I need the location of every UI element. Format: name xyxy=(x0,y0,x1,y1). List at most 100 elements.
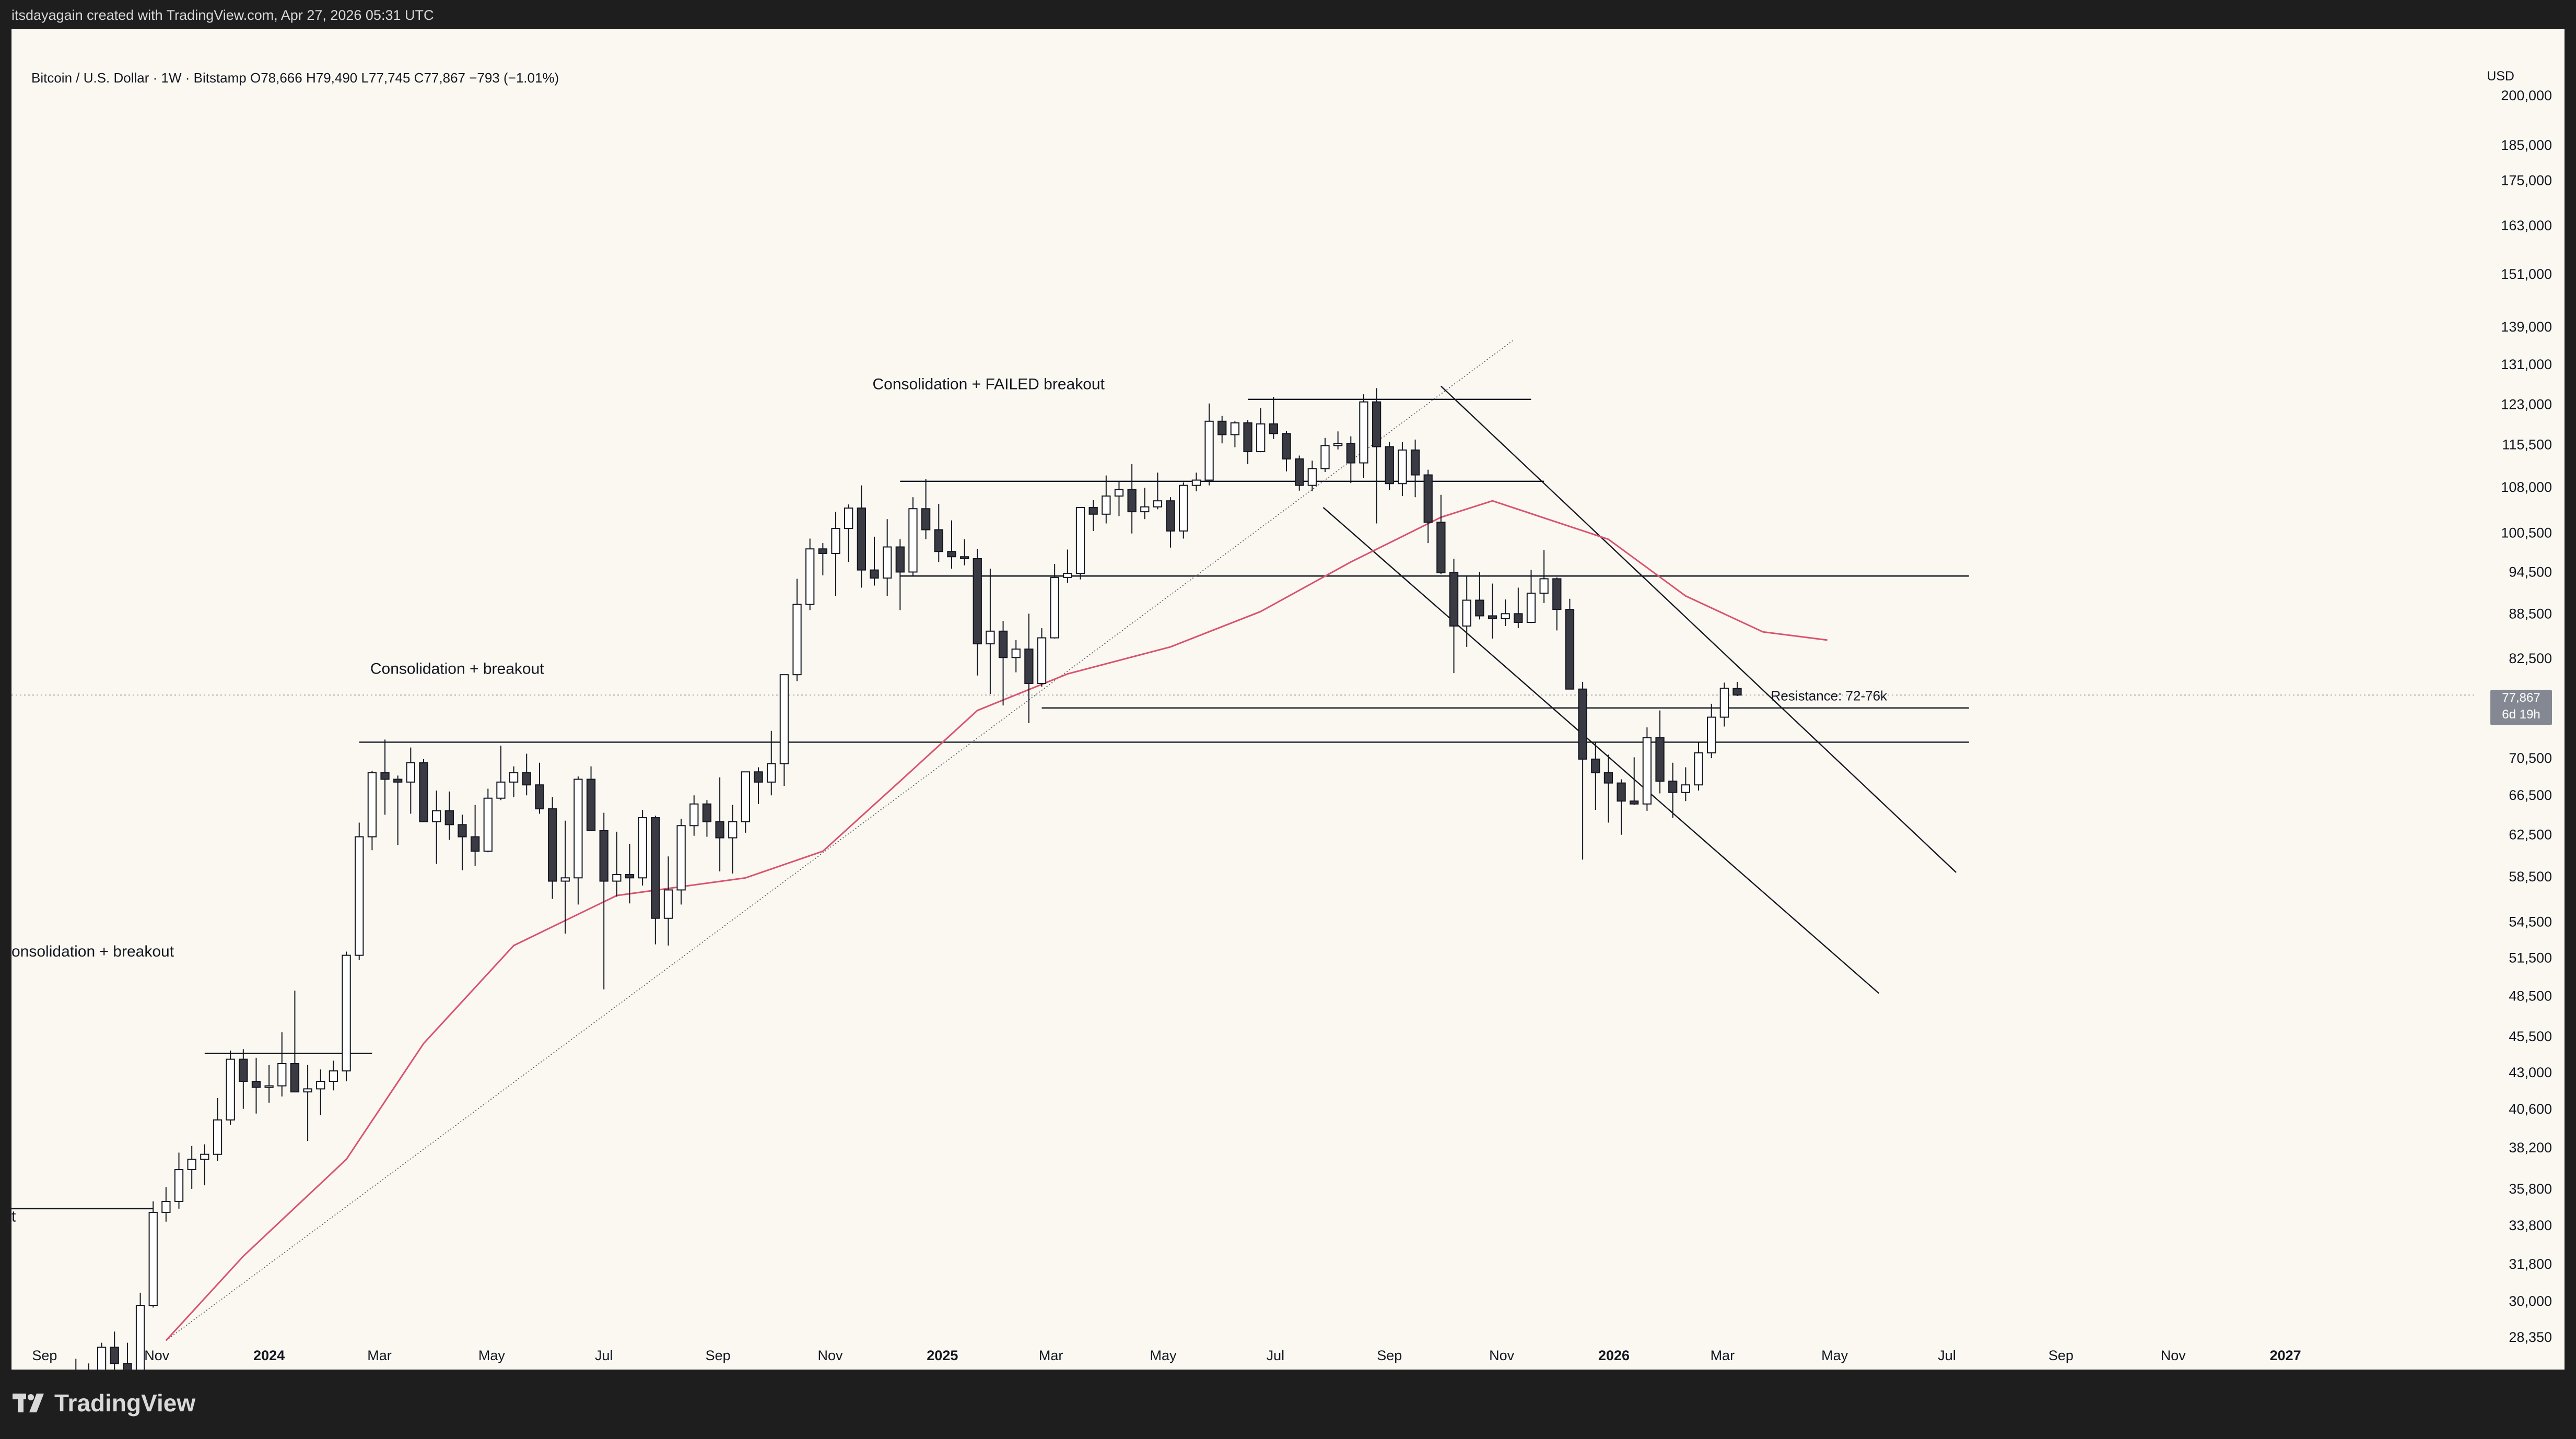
candle-body xyxy=(689,803,699,827)
symbol-info: Bitcoin / U.S. Dollar · 1W · Bitstamp O7… xyxy=(31,70,559,86)
candle xyxy=(973,549,982,676)
candle xyxy=(895,539,905,610)
candle xyxy=(1410,439,1420,498)
x-tick-label: Sep xyxy=(32,1348,57,1363)
y-tick-label: 100,500 xyxy=(2501,525,2552,541)
candle xyxy=(1179,482,1188,539)
candle-body xyxy=(947,551,956,558)
candle-body xyxy=(1552,578,1562,610)
candle xyxy=(419,759,428,822)
x-tick-label: 2024 xyxy=(253,1348,285,1363)
candle-body xyxy=(213,1119,223,1155)
candle-body xyxy=(1230,422,1240,435)
candle-body xyxy=(342,954,351,1072)
candle xyxy=(1488,583,1497,639)
candle xyxy=(560,820,570,934)
candle-body xyxy=(1488,615,1497,620)
candle xyxy=(663,856,673,946)
channel-lower-line xyxy=(1322,507,1880,994)
candle xyxy=(651,816,660,945)
candle xyxy=(1230,421,1240,447)
last-price-label: 77,867 6d 19h xyxy=(2490,690,2552,725)
candle xyxy=(303,1065,312,1141)
candle xyxy=(432,791,441,864)
candle xyxy=(342,951,351,1081)
candle xyxy=(1514,587,1523,629)
candle-body xyxy=(908,508,918,573)
candle-body xyxy=(1668,781,1678,793)
candle-body xyxy=(1114,489,1124,497)
candle-body xyxy=(1707,716,1716,753)
candle-body xyxy=(264,1085,274,1088)
candle xyxy=(444,791,454,840)
candle-body xyxy=(1719,688,1729,718)
candle xyxy=(1127,464,1137,534)
candle xyxy=(1475,572,1484,620)
candle-body xyxy=(1436,522,1446,573)
candle-body xyxy=(831,528,840,554)
candle xyxy=(870,536,879,586)
moving-average-line xyxy=(165,500,1828,1341)
candle-body xyxy=(1732,688,1742,696)
candle xyxy=(1282,431,1291,471)
x-tick-label: 2026 xyxy=(1598,1348,1630,1363)
candle xyxy=(1191,473,1201,491)
x-tick-label: Jul xyxy=(1267,1348,1285,1363)
candle-body xyxy=(921,508,931,530)
candle xyxy=(355,822,364,961)
candle-body xyxy=(573,779,583,879)
candle xyxy=(1307,461,1317,491)
candle-body xyxy=(973,558,982,645)
candle-body xyxy=(303,1088,312,1093)
candle xyxy=(1217,416,1227,444)
currency-badge[interactable]: USD xyxy=(2487,69,2514,84)
candle xyxy=(1346,436,1355,483)
x-tick-label: Sep xyxy=(706,1348,731,1363)
candle-body xyxy=(1217,420,1227,435)
candle xyxy=(831,512,840,596)
tradingview-brand[interactable]: TradingView xyxy=(13,1389,195,1417)
candle xyxy=(689,795,699,836)
candle-body xyxy=(1088,506,1098,515)
candle xyxy=(174,1152,184,1209)
candle-body xyxy=(1359,401,1368,464)
candle-body xyxy=(1295,458,1304,486)
candle-body xyxy=(522,772,531,786)
candle-body xyxy=(1037,637,1047,684)
candle xyxy=(200,1144,209,1186)
candle-body xyxy=(1282,433,1291,459)
y-tick-label: 94,500 xyxy=(2509,564,2552,580)
candle-body xyxy=(792,604,802,676)
candle xyxy=(316,1069,325,1115)
candle xyxy=(1591,742,1600,810)
candle-body xyxy=(805,548,815,605)
candle-body xyxy=(135,1305,145,1371)
candle-body xyxy=(1269,423,1279,434)
candle xyxy=(1359,394,1368,478)
candle-body xyxy=(1320,445,1330,469)
candle xyxy=(1114,481,1124,516)
candle xyxy=(1320,438,1330,473)
candle-body xyxy=(1063,573,1072,578)
candle-body xyxy=(651,817,660,919)
candle-body xyxy=(1050,576,1059,639)
candle-body xyxy=(986,630,995,645)
candle xyxy=(1372,388,1381,524)
candle-body xyxy=(754,771,763,783)
candle xyxy=(1333,431,1343,450)
chart-annotation: Resistance: 72-76k xyxy=(1771,688,1888,704)
candle-body xyxy=(1398,449,1407,485)
candle-body xyxy=(110,1347,119,1364)
candle-body xyxy=(444,810,454,825)
candle-body xyxy=(380,772,390,780)
x-tick-label: Sep xyxy=(2048,1348,2074,1363)
candle xyxy=(702,800,712,837)
chart-frame[interactable]: Consolidation + FAILED breakout Consolida… xyxy=(11,29,2565,1415)
candle xyxy=(1526,570,1536,623)
candle-body xyxy=(779,674,789,764)
y-tick-label: 62,500 xyxy=(2509,827,2552,843)
price-chart[interactable]: Consolidation + FAILED breakout Consolida… xyxy=(11,29,2565,1415)
candle xyxy=(483,788,493,853)
x-tick-label: Jul xyxy=(595,1348,613,1363)
x-tick-label: Nov xyxy=(1489,1348,1515,1363)
